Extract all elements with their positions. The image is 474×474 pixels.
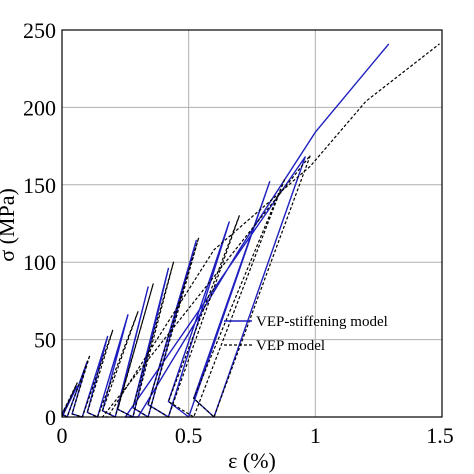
- legend: VEP-stiffening model VEP model: [224, 314, 388, 354]
- y-tick-label: 250: [23, 18, 56, 43]
- y-axis-label: σ (MPa): [0, 188, 19, 262]
- y-tick-label: 150: [23, 173, 56, 198]
- grid: [62, 30, 442, 417]
- series-line-vep-stiffening: [61, 43, 390, 418]
- x-tick-label: 0.5: [175, 423, 203, 448]
- x-axis-label: ε (%): [228, 448, 276, 473]
- y-tick-label: 100: [23, 250, 56, 275]
- series-line-vep: [61, 43, 440, 418]
- x-tick-label: 1: [310, 423, 321, 448]
- y-tick-label: 50: [34, 328, 56, 353]
- tick-labels: 0 0.5 1 1.5 0 50 100 150 200 250: [23, 18, 454, 448]
- x-tick-label: 1.5: [426, 423, 454, 448]
- y-tick-label: 0: [45, 405, 56, 430]
- plot-frame: [61, 29, 443, 418]
- legend-label-vep-stiffening: VEP-stiffening model: [256, 314, 388, 330]
- y-tick-label: 200: [23, 95, 56, 120]
- x-tick-label: 0: [57, 423, 68, 448]
- legend-label-vep: VEP model: [256, 338, 325, 354]
- series-lines: [61, 43, 440, 418]
